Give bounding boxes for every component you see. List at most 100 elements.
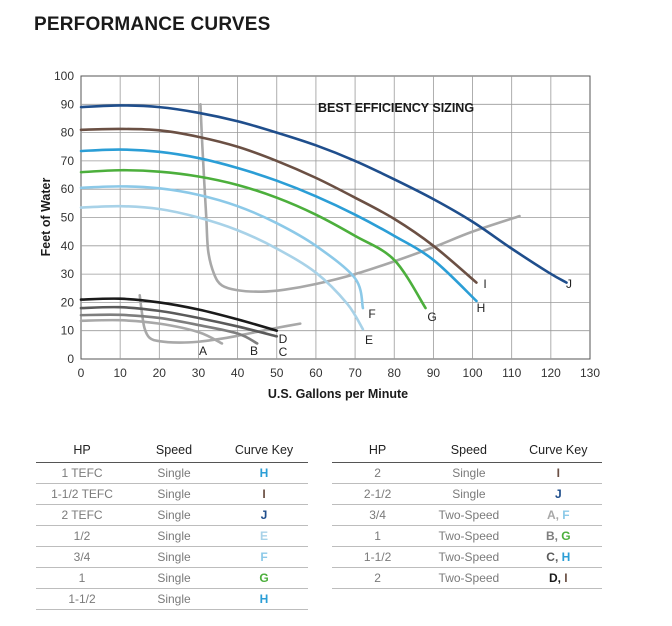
curve-label-h: H bbox=[477, 301, 486, 315]
curve-key-cell: J bbox=[514, 483, 602, 505]
curve-label-e: E bbox=[365, 333, 373, 347]
curve-key-cell: D, I bbox=[514, 567, 602, 589]
hp-cell: 1 bbox=[36, 567, 128, 589]
curve-key-cell: J bbox=[220, 504, 308, 526]
hp-cell: 1/2 bbox=[36, 525, 128, 547]
x-axis-title: U.S. Gallons per Minute bbox=[268, 387, 408, 401]
curve-label-d: D bbox=[279, 332, 288, 346]
x-tick-label: 40 bbox=[231, 366, 245, 380]
curve-label-f: F bbox=[368, 307, 375, 321]
hp-cell: 1 TEFC bbox=[36, 462, 128, 484]
y-tick-label: 0 bbox=[67, 352, 74, 366]
curve-key-letter: I bbox=[556, 466, 560, 480]
curve-labels: A B CD EF G HI J bbox=[199, 277, 572, 359]
speed-cell: Two-Speed bbox=[423, 525, 515, 547]
hp-cell: 2-1/2 bbox=[332, 483, 424, 505]
series-line-i bbox=[79, 127, 478, 284]
hp-cell: 3/4 bbox=[36, 546, 128, 568]
series-line-h bbox=[79, 148, 478, 303]
speed-header: Speed bbox=[128, 438, 220, 463]
curve-label-b: B bbox=[250, 344, 258, 358]
y-tick-label: 10 bbox=[61, 324, 75, 338]
curve-label-c: C bbox=[279, 345, 288, 359]
series-line-a bbox=[79, 318, 224, 345]
y-axis-title: Feet of Water bbox=[39, 178, 53, 257]
speed-cell: Single bbox=[423, 483, 515, 505]
curve-label-a: A bbox=[199, 344, 207, 358]
table-row: 2 Single I bbox=[332, 462, 602, 484]
hp-header: HP bbox=[36, 438, 128, 463]
curve-key-letter: C bbox=[546, 550, 555, 564]
curve-key-header: Curve Key bbox=[220, 438, 308, 463]
curve-key-letter: F bbox=[260, 550, 268, 564]
speed-header: Speed bbox=[423, 438, 515, 463]
x-tick-label: 70 bbox=[348, 366, 362, 380]
series-line-d bbox=[79, 297, 279, 332]
speed-cell: Single bbox=[128, 567, 220, 589]
speed-cell: Single bbox=[128, 483, 220, 505]
curve-key-letter: , bbox=[554, 529, 562, 543]
table-row: 1-1/2 TEFC Single I bbox=[36, 483, 308, 505]
hp-cell: 2 TEFC bbox=[36, 504, 128, 526]
x-tick-label: 130 bbox=[580, 366, 600, 380]
speed-cell: Single bbox=[128, 525, 220, 547]
hp-table-left-body: 1 TEFC Single H 1-1/2 TEFC Single I 2 TEFC Sing… bbox=[36, 462, 308, 610]
curve-key-letter: H bbox=[259, 466, 269, 480]
series-lines bbox=[79, 104, 568, 345]
curve-key-cell: E bbox=[220, 525, 308, 547]
y-tick-label: 30 bbox=[61, 267, 75, 281]
curve-key-letter: , bbox=[555, 508, 563, 522]
x-tick-label: 0 bbox=[78, 366, 85, 380]
table-row: 3/4 Two-Speed A, F bbox=[332, 504, 602, 526]
curve-label-i: I bbox=[483, 277, 486, 291]
curve-key-cell: I bbox=[514, 462, 602, 484]
series-line-j bbox=[79, 104, 568, 284]
x-tick-label: 30 bbox=[192, 366, 206, 380]
hp-cell: 1-1/2 TEFC bbox=[36, 483, 128, 505]
speed-cell: Single bbox=[128, 546, 220, 568]
x-tick-label: 60 bbox=[309, 366, 323, 380]
curve-key-letter: D bbox=[548, 571, 558, 585]
y-tick-label: 80 bbox=[61, 126, 75, 140]
y-tick-label: 20 bbox=[61, 295, 75, 309]
curve-label-g: G bbox=[427, 310, 436, 324]
curve-key-cell: C, H bbox=[514, 546, 602, 568]
table-header-row: HP Speed Curve Key bbox=[36, 438, 308, 463]
speed-cell: Single bbox=[128, 462, 220, 484]
table-row: 1/2 Single E bbox=[36, 525, 308, 547]
hp-header: HP bbox=[332, 438, 424, 463]
table-row: 1 TEFC Single H bbox=[36, 462, 308, 484]
performance-chart: 0 10 20 30 40 50 60 70 80 90 100 110 120 130 0 10 20 30 40… bbox=[39, 69, 600, 401]
x-tick-label: 80 bbox=[388, 366, 402, 380]
x-tick-label: 100 bbox=[463, 366, 483, 380]
hp-cell: 2 bbox=[332, 567, 424, 589]
y-tick-label: 90 bbox=[61, 97, 75, 111]
table-row: 2 Two-Speed D, I bbox=[332, 567, 602, 589]
table-header-row: HP Speed Curve Key bbox=[332, 438, 602, 463]
chart-annotation: BEST EFFICIENCY SIZING bbox=[318, 101, 474, 115]
series-line-f bbox=[79, 185, 365, 310]
curve-key-letter: H bbox=[259, 592, 269, 606]
curve-key-cell: A, F bbox=[514, 504, 602, 526]
speed-cell: Single bbox=[128, 504, 220, 526]
y-tick-label: 100 bbox=[54, 69, 74, 83]
series-line-g bbox=[79, 168, 427, 310]
curve-key-cell: F bbox=[220, 546, 308, 568]
series-line-e bbox=[79, 204, 365, 331]
tick-labels: 0 10 20 30 40 50 60 70 80 90 100 110 120 130 0 10 20 30 40… bbox=[54, 69, 600, 380]
y-tick-label: 50 bbox=[61, 211, 75, 225]
curve-key-cell: B, G bbox=[514, 525, 602, 547]
curve-key-letter: F bbox=[562, 508, 570, 522]
x-tick-label: 110 bbox=[502, 366, 521, 380]
hp-cell: 1-1/2 bbox=[332, 546, 424, 568]
table-row: 1-1/2 Single H bbox=[36, 588, 308, 610]
hp-table-right: HP Speed Curve Key 2 Single I 2-1/2 Single J 3… bbox=[332, 438, 602, 589]
curve-key-letter: I bbox=[262, 487, 266, 501]
curve-key-letter: G bbox=[259, 571, 269, 585]
curve-key-letter: J bbox=[260, 508, 268, 522]
curve-key-header: Curve Key bbox=[514, 438, 602, 463]
y-tick-label: 60 bbox=[61, 182, 75, 196]
series-line-b bbox=[79, 313, 259, 345]
hp-cell: 2 bbox=[332, 462, 424, 484]
hp-cell: 1 bbox=[332, 525, 424, 547]
